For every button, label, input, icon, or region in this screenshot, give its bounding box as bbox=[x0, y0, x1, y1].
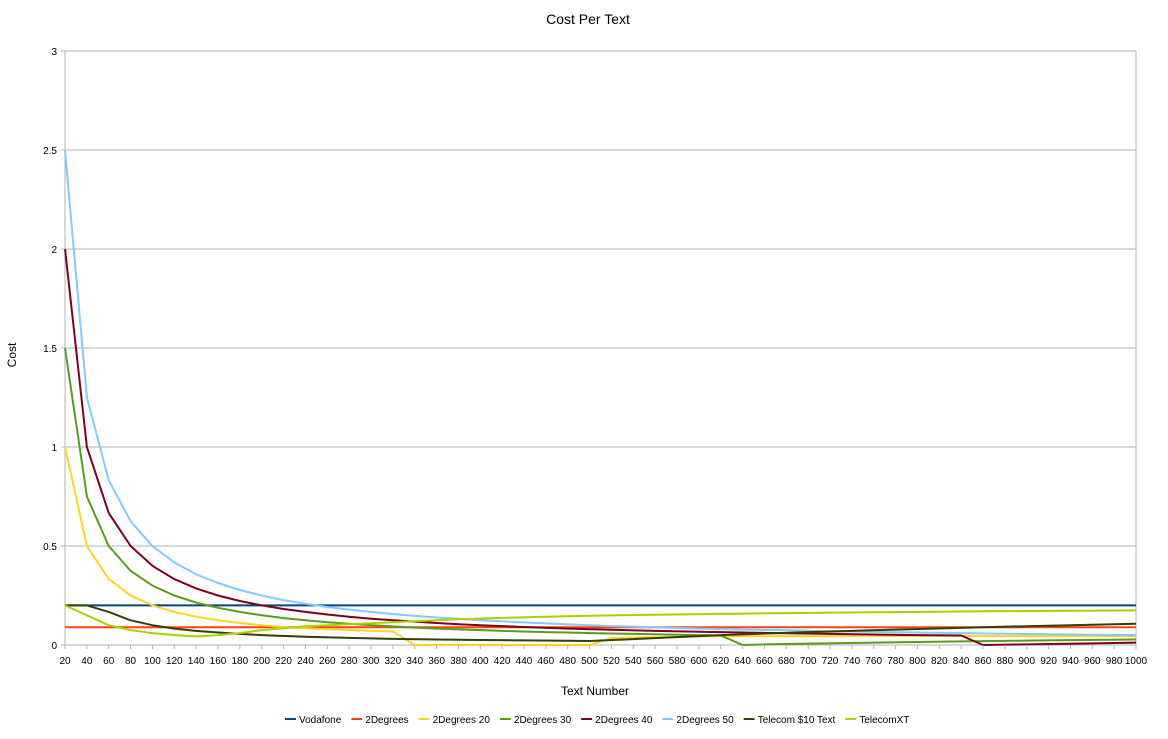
x-tick-label: 480 bbox=[559, 656, 576, 667]
x-tick-label: 160 bbox=[210, 656, 227, 667]
x-tick-label: 1000 bbox=[1125, 656, 1148, 667]
x-tick-label: 540 bbox=[625, 656, 642, 667]
x-tick-label: 100 bbox=[144, 656, 161, 667]
legend-label-telecom-10-text: Telecom $10 Text bbox=[758, 715, 836, 726]
x-tick-label: 220 bbox=[275, 656, 292, 667]
x-axis-label: Text Number bbox=[561, 684, 629, 698]
x-tick-label: 300 bbox=[363, 656, 380, 667]
x-tick-label: 940 bbox=[1062, 656, 1079, 667]
x-tick-labels: 20 40 60 80 100 120 140 160 180 200 220 240 260 280 30… bbox=[59, 645, 1148, 667]
x-tick-label: 600 bbox=[691, 656, 708, 667]
x-tick-label: 760 bbox=[865, 656, 882, 667]
x-tick-label: 580 bbox=[669, 656, 686, 667]
x-tick-label: 900 bbox=[1018, 656, 1035, 667]
series-line-2degrees-40 bbox=[64, 248, 1137, 646]
grid-lines bbox=[65, 50, 1136, 646]
x-tick-label: 400 bbox=[472, 656, 489, 667]
x-tick-label: 840 bbox=[953, 656, 970, 667]
x-tick-label: 640 bbox=[734, 656, 751, 667]
series-line-2degrees-20 bbox=[64, 446, 1136, 646]
x-tick-label: 260 bbox=[319, 656, 336, 667]
x-tick-label: 40 bbox=[81, 656, 93, 667]
x-tick-label: 320 bbox=[385, 656, 402, 667]
legend-label-2degrees-50: 2Degrees 50 bbox=[676, 715, 734, 726]
x-tick-label: 720 bbox=[822, 656, 839, 667]
series-lines bbox=[64, 149, 1137, 646]
x-tick-label: 420 bbox=[494, 656, 511, 667]
y-tick-label: 2 bbox=[51, 245, 57, 256]
legend-label-2degrees-30: 2Degrees 30 bbox=[514, 715, 572, 726]
x-tick-label: 440 bbox=[516, 656, 533, 667]
x-tick-label: 500 bbox=[581, 656, 598, 667]
x-tick-label: 280 bbox=[341, 656, 358, 667]
x-tick-label: 800 bbox=[909, 656, 926, 667]
y-tick-label: 0 bbox=[51, 641, 57, 652]
x-tick-label: 340 bbox=[406, 656, 423, 667]
y-tick-label: 3 bbox=[51, 47, 57, 58]
legend-label-2degrees: 2Degrees bbox=[365, 715, 408, 726]
x-tick-label: 180 bbox=[232, 656, 249, 667]
x-tick-label: 380 bbox=[450, 656, 467, 667]
x-tick-label: 960 bbox=[1084, 656, 1101, 667]
x-tick-label: 780 bbox=[887, 656, 904, 667]
legend-label-vodafone: Vodafone bbox=[299, 715, 342, 726]
x-tick-label: 980 bbox=[1106, 656, 1123, 667]
x-tick-label: 20 bbox=[59, 656, 71, 667]
chart-title: Cost Per Text bbox=[546, 11, 630, 27]
y-tick-label: 1 bbox=[51, 443, 57, 454]
x-tick-label: 620 bbox=[712, 656, 729, 667]
series-line-telecom-10-text bbox=[65, 604, 1137, 642]
legend-label-telecomxt: TelecomXT bbox=[859, 715, 909, 726]
x-tick-label: 80 bbox=[125, 656, 137, 667]
x-tick-label: 140 bbox=[188, 656, 205, 667]
y-tick-labels: 0 0.5 1 1.5 2 2.5 3 bbox=[43, 47, 65, 652]
x-tick-label: 860 bbox=[975, 656, 992, 667]
series-line-telecomxt bbox=[64, 604, 1137, 638]
x-tick-label: 200 bbox=[253, 656, 270, 667]
x-tick-label: 120 bbox=[166, 656, 183, 667]
x-tick-label: 660 bbox=[756, 656, 773, 667]
x-tick-label: 740 bbox=[844, 656, 861, 667]
legend: Vodafone 2Degrees 2Degrees 20 2Degrees 30 2D… bbox=[285, 715, 909, 726]
x-tick-label: 240 bbox=[297, 656, 314, 667]
y-axis-label: Cost bbox=[5, 342, 19, 367]
y-tick-label: 1.5 bbox=[43, 344, 57, 355]
x-tick-label: 360 bbox=[428, 656, 445, 667]
x-tick-label: 920 bbox=[1040, 656, 1057, 667]
y-tick-label: 2.5 bbox=[43, 146, 57, 157]
legend-label-2degrees-40: 2Degrees 40 bbox=[595, 715, 653, 726]
x-tick-label: 520 bbox=[603, 656, 620, 667]
x-tick-label: 700 bbox=[800, 656, 817, 667]
x-tick-label: 880 bbox=[997, 656, 1014, 667]
y-tick-label: 0.5 bbox=[43, 542, 57, 553]
x-tick-label: 460 bbox=[538, 656, 555, 667]
x-tick-label: 820 bbox=[931, 656, 948, 667]
x-tick-label: 680 bbox=[778, 656, 795, 667]
series-line-2degrees-50 bbox=[64, 149, 1137, 637]
legend-label-2degrees-20: 2Degrees 20 bbox=[433, 715, 491, 726]
series-line-2degrees-30 bbox=[64, 347, 1137, 646]
x-tick-label: 560 bbox=[647, 656, 664, 667]
x-tick-label: 60 bbox=[103, 656, 115, 667]
